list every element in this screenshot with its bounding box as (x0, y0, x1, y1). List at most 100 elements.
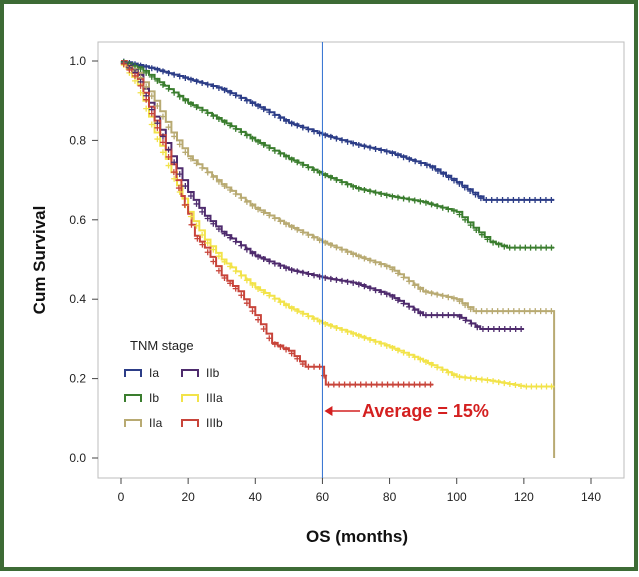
censor-mark-IIa (333, 244, 340, 251)
censor-mark-IIIa (266, 292, 273, 299)
censor-mark-Ib (506, 244, 513, 251)
censor-marks (120, 58, 555, 390)
censor-mark-Ib (344, 181, 351, 188)
censor-mark-IIa (316, 237, 323, 244)
censor-mark-IIb (333, 276, 340, 283)
censor-mark-Ib (204, 110, 211, 117)
censor-mark-IIb (501, 325, 508, 332)
censor-mark-Ib (176, 93, 183, 100)
censor-mark-Ib (255, 138, 262, 145)
censor-mark-IIIa (533, 383, 540, 390)
censor-mark-IIIa (406, 351, 413, 358)
censor-mark-IIa (344, 249, 351, 256)
censor-mark-IIb (434, 312, 441, 319)
censor-mark-IIIb (188, 221, 195, 228)
censor-mark-IIIa (543, 383, 550, 390)
censor-mark-IIb (422, 312, 429, 319)
censor-mark-IIb (322, 274, 329, 281)
censor-mark-IIb (182, 183, 189, 190)
legend-label-Ib: Ib (149, 391, 159, 405)
censor-mark-IIIa (221, 258, 228, 265)
censor-mark-Ia (210, 83, 217, 90)
censor-mark-IIb (406, 303, 413, 310)
censor-mark-IIIa (456, 373, 463, 380)
censor-mark-IIb (400, 300, 407, 307)
censor-mark-IIb (159, 133, 166, 140)
censor-mark-IIIa (333, 324, 340, 331)
censor-mark-Ia (143, 63, 150, 70)
censor-mark-IIIb (120, 60, 127, 67)
censor-mark-Ib (288, 156, 295, 163)
censor-mark-IIIa (299, 310, 306, 317)
censor-mark-Ib (411, 197, 418, 204)
censor-mark-IIIa (518, 383, 525, 390)
censor-mark-IIIa (260, 289, 267, 296)
censor-mark-IIIb (165, 153, 172, 160)
censor-mark-IIa (505, 308, 512, 315)
censor-mark-Ia (542, 196, 549, 203)
censor-mark-IIa (467, 306, 474, 313)
average-annotation: Average = 15% (362, 401, 489, 421)
censor-mark-Ia (429, 164, 436, 171)
annotation-arrow-head (324, 406, 333, 416)
censor-mark-IIa (361, 255, 368, 262)
censor-mark-IIb (283, 265, 290, 272)
censor-mark-IIa (322, 239, 329, 246)
censor-mark-Ib (182, 97, 189, 104)
censor-mark-IIb (288, 267, 295, 274)
censor-mark-IIIb (143, 96, 150, 103)
censor-mark-Ia (232, 92, 239, 99)
censor-mark-IIIa (238, 272, 245, 279)
censor-mark-IIIa (400, 349, 407, 356)
censor-mark-IIb (512, 325, 519, 332)
censor-mark-IIb (277, 262, 284, 269)
censor-mark-Ib (355, 185, 362, 192)
censor-mark-IIIa (255, 285, 262, 292)
censor-mark-IIa (355, 253, 362, 260)
censor-mark-IIIb (243, 300, 250, 307)
censor-mark-IIIa (361, 334, 368, 341)
legend-swatch-IIIa (181, 394, 199, 402)
censor-mark-IIa (366, 257, 373, 264)
censor-mark-Ia (159, 68, 166, 75)
censor-mark-IIIa (462, 374, 469, 381)
censor-mark-IIa (372, 259, 379, 266)
censor-mark-IIa (210, 174, 217, 181)
censor-mark-Ia (271, 112, 278, 119)
censor-mark-Ib (350, 183, 357, 190)
x-tick-label: 120 (514, 490, 534, 504)
censor-mark-Ib (243, 132, 250, 139)
censor-mark-IIIa (523, 383, 530, 390)
censor-mark-IIb (187, 192, 194, 199)
censor-mark-Ib (165, 85, 172, 92)
censor-mark-IIb (305, 271, 312, 278)
censor-mark-IIb (215, 226, 222, 233)
censor-mark-IIa (227, 187, 234, 194)
censor-mark-Ib (238, 129, 245, 136)
censor-mark-Ia (260, 106, 267, 113)
censor-mark-IIIb (283, 346, 290, 353)
censor-mark-IIb (485, 325, 492, 332)
censor-mark-IIIa (271, 295, 278, 302)
censor-mark-IIIa (378, 340, 385, 347)
censor-mark-IIb (204, 215, 211, 222)
x-tick-label: 60 (316, 490, 330, 504)
censor-mark-IIIa (288, 305, 295, 312)
censor-mark-Ia (182, 75, 189, 82)
censor-mark-IIa (305, 232, 312, 239)
censor-mark-Ia (394, 152, 401, 159)
censor-mark-IIIb (221, 275, 228, 282)
censor-mark-Ib (322, 172, 329, 179)
censor-mark-IIa (215, 178, 222, 185)
censor-mark-IIIa (305, 313, 312, 320)
censor-mark-IIIb (238, 292, 245, 299)
censor-mark-Ib (232, 125, 239, 132)
censor-mark-Ia (361, 143, 368, 150)
censor-mark-IIIb (305, 363, 312, 370)
censor-mark-IIIb (148, 110, 155, 117)
censor-mark-IIb (394, 297, 401, 304)
censor-mark-IIIa (143, 105, 150, 112)
censor-mark-IIb (249, 250, 256, 257)
censor-mark-IIb (355, 281, 362, 288)
censor-mark-IIb (350, 279, 357, 286)
